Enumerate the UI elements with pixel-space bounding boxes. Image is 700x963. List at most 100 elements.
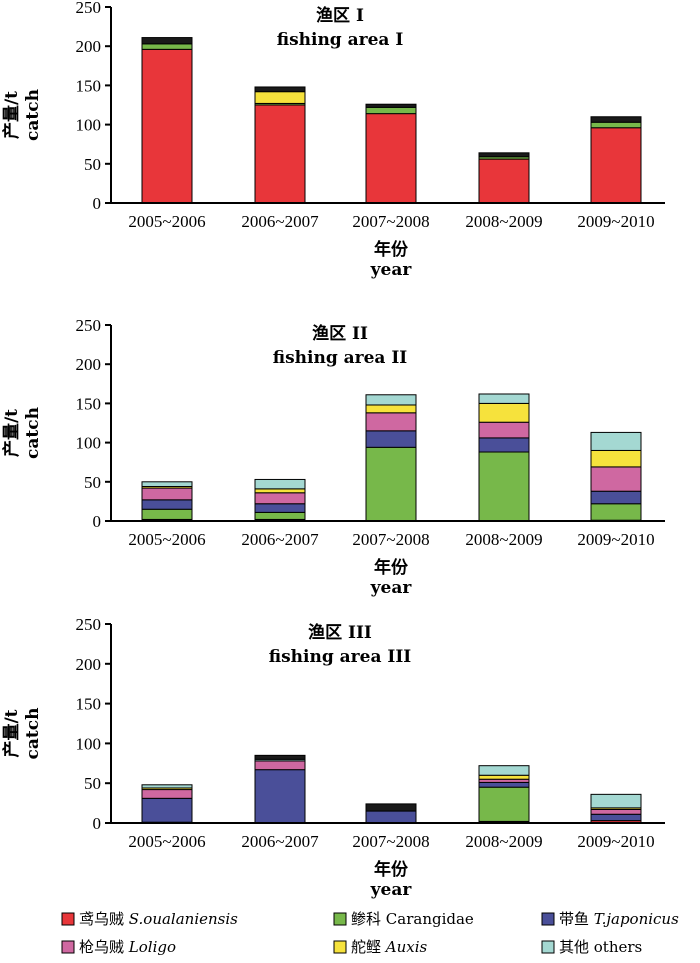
- chart-subtitle: fishing area II: [273, 348, 408, 368]
- legend-swatch: [333, 912, 347, 926]
- bar-segment-T-2005~2006: [141, 797, 193, 823]
- y-tick-label: 200: [76, 655, 102, 674]
- bar-segment-T-2007~2008: [365, 810, 417, 824]
- chart-title: 渔区 III: [308, 622, 372, 643]
- x-tick-label: 2007~2008: [352, 212, 429, 231]
- bar-segment-O-2005~2006: [141, 784, 193, 789]
- legend-item-O: 其他 others: [541, 938, 642, 956]
- legend-label: 其他 others: [559, 938, 642, 956]
- y-axis-label-cn: 产量/t: [1, 409, 22, 457]
- bar-segment-A-2008~2009: [478, 402, 530, 423]
- x-tick-label: 2008~2009: [465, 530, 542, 549]
- x-tick-label: 2005~2006: [128, 832, 205, 851]
- legend-label: 舵鲣 Auxis: [351, 938, 428, 956]
- bar-segment-A-2009~2010: [590, 449, 642, 468]
- bar-segment-S-2006~2007: [254, 104, 306, 204]
- chart-subtitle: fishing area III: [269, 647, 412, 667]
- bar-segment-L-2005~2006: [141, 789, 193, 799]
- bar-segment-T-2006~2007: [254, 503, 306, 513]
- bar-segment-X-2006~2007: [254, 754, 306, 760]
- bar-segment-C-2009~2010: [590, 121, 642, 129]
- y-tick-label: 200: [76, 37, 102, 56]
- x-tick-label: 2005~2006: [128, 530, 205, 549]
- y-tick-label: 250: [76, 615, 102, 634]
- bar-segment-L-2006~2007: [254, 492, 306, 505]
- chart-panels: 0 50 100 150 200 250 2005~2006 2006~2007 2007~20…: [1, 0, 665, 900]
- x-tick-label: 2009~2010: [577, 212, 654, 231]
- y-axis-label-en: catch: [23, 89, 43, 141]
- x-tick-label: 2006~2007: [241, 212, 319, 231]
- bar-segment-L-2008~2009: [478, 421, 530, 439]
- bar-segment-X-2009~2010: [590, 116, 642, 123]
- bar-segment-O-2006~2007: [254, 478, 306, 490]
- y-tick-label: 50: [84, 155, 101, 174]
- bar-segment-O-2005~2006: [141, 481, 193, 488]
- y-tick-label: 250: [76, 316, 102, 335]
- x-axis-label-en: year: [370, 260, 413, 280]
- y-tick-label: 150: [76, 76, 102, 95]
- y-tick-label: 0: [93, 194, 102, 213]
- legend: 鸢乌贼 S.oualaniensis 鲹科 Carangidae 带鱼 T.japo…: [61, 910, 679, 956]
- x-axis-label-en: year: [370, 880, 413, 900]
- bar-segment-A-2008~2009: [478, 774, 530, 780]
- x-tick-label: 2009~2010: [577, 832, 654, 851]
- bar-segment-O-2008~2009: [478, 765, 530, 776]
- chart-title: 渔区 I: [316, 5, 364, 26]
- y-tick-label: 150: [76, 695, 102, 714]
- bar-segment-X-2008~2009: [478, 152, 530, 158]
- legend-swatch: [61, 912, 75, 926]
- bar-segment-O-2009~2010: [590, 793, 642, 809]
- chart-title: 渔区 II: [312, 323, 368, 344]
- legend-label: 带鱼 T.japonicus: [559, 910, 679, 928]
- bar-segment-T-2007~2008: [365, 430, 417, 448]
- bar-segment-L-2007~2008: [365, 412, 417, 432]
- bar-segment-O-2008~2009: [478, 393, 530, 404]
- chart-panel-1: 0 50 100 150 200 250 2005~2006 2006~2007 2007~20…: [1, 0, 665, 280]
- bar-segment-T-2006~2007: [254, 769, 306, 824]
- y-axis-label-cn: 产量/t: [1, 709, 22, 757]
- legend-label: 枪乌贼 Loligo: [79, 938, 176, 956]
- chart-panel-2: 0 50 100 150 200 250 2005~2006 2006~2007 2007~20…: [1, 316, 665, 598]
- y-tick-label: 250: [76, 0, 102, 17]
- bar-segment-C-2009~2010: [590, 503, 642, 521]
- bar-segment-A-2007~2008: [365, 404, 417, 414]
- legend-item-T: 带鱼 T.japonicus: [541, 910, 679, 928]
- x-tick-label: 2005~2006: [128, 212, 205, 231]
- bar-segment-T-2009~2010: [590, 490, 642, 505]
- x-tick-label: 2007~2008: [352, 832, 429, 851]
- y-tick-label: 200: [76, 355, 102, 374]
- bar-segment-C-2008~2009: [478, 451, 530, 522]
- bar-segment-T-2009~2010: [590, 813, 642, 822]
- x-axis-label-cn: 年份: [374, 239, 409, 260]
- x-tick-label: 2009~2010: [577, 530, 654, 549]
- bar-segment-C-2008~2009: [478, 786, 530, 822]
- bar-segment-S-2007~2008: [365, 113, 417, 204]
- bar-segment-S-2008~2009: [478, 158, 530, 204]
- y-tick-label: 0: [93, 814, 102, 833]
- bar-segment-A-2006~2007: [254, 91, 306, 104]
- bar-segment-T-2005~2006: [141, 499, 193, 510]
- bar-segment-C-2006~2007: [254, 511, 306, 520]
- bar-segment-L-2009~2010: [590, 808, 642, 815]
- y-tick-label: 100: [76, 434, 102, 453]
- legend-swatch: [541, 912, 555, 926]
- legend-label: 鸢乌贼 S.oualaniensis: [79, 910, 238, 928]
- y-tick-label: 50: [84, 774, 101, 793]
- bar-segment-T-2008~2009: [478, 781, 530, 788]
- y-tick-label: 100: [76, 734, 102, 753]
- legend-label: 鲹科 Carangidae: [351, 910, 474, 928]
- y-axis-label-en: catch: [23, 708, 43, 760]
- legend-item-L: 枪乌贼 Loligo: [61, 938, 176, 956]
- x-tick-label: 2008~2009: [465, 212, 542, 231]
- y-axis-label-en: catch: [23, 407, 43, 459]
- bar-segment-O-2007~2008: [365, 394, 417, 406]
- legend-item-A: 舵鲣 Auxis: [333, 938, 428, 956]
- x-tick-label: 2007~2008: [352, 530, 429, 549]
- bar-segment-L-2006~2007: [254, 760, 306, 771]
- bar-segment-C-2007~2008: [365, 106, 417, 115]
- bar-segment-X-2007~2008: [365, 103, 417, 108]
- y-tick-label: 100: [76, 116, 102, 135]
- x-tick-label: 2006~2007: [241, 530, 319, 549]
- bar-segment-S-2009~2010: [590, 127, 642, 204]
